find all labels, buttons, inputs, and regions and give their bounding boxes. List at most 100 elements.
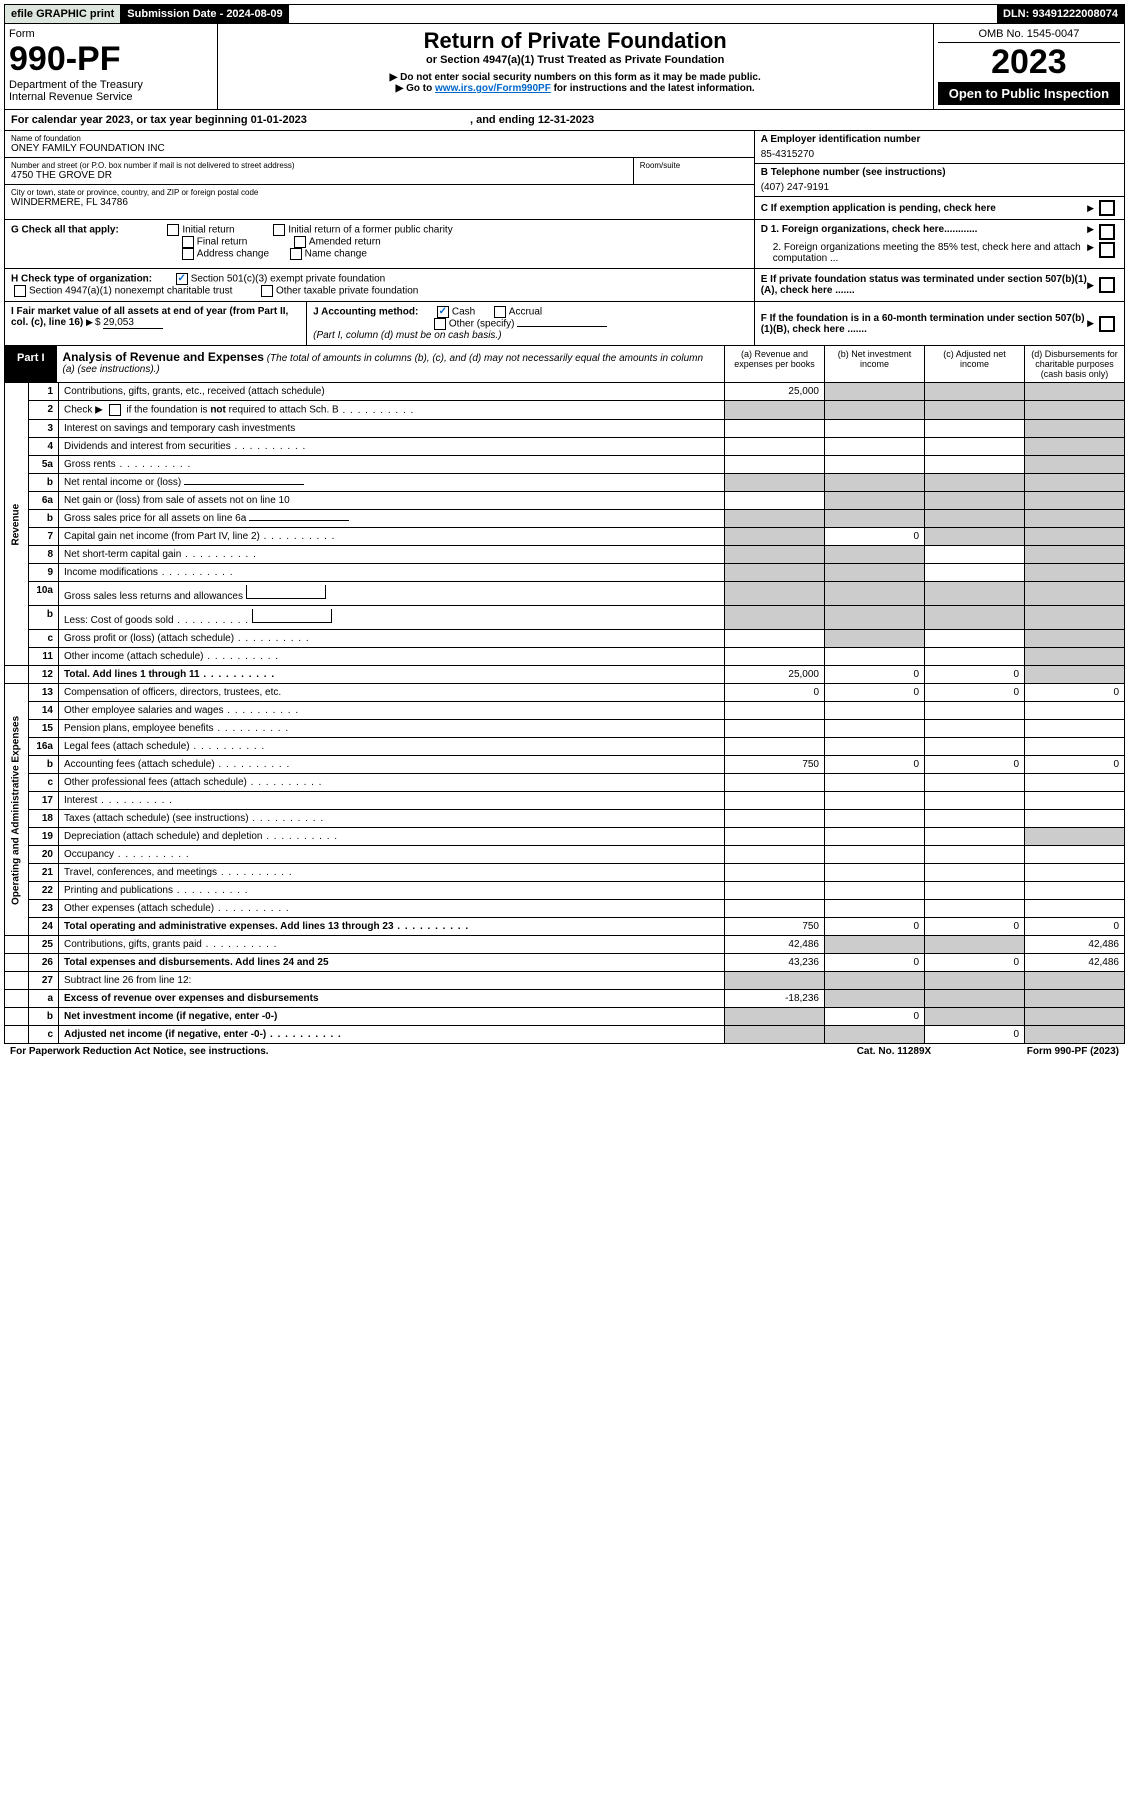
top-bar: efile GRAPHIC print Submission Date - 20… (4, 4, 1125, 24)
table-row: 23Other expenses (attach schedule) (5, 900, 1125, 918)
org-address: 4750 THE GROVE DR (11, 170, 627, 181)
ein-label: A Employer identification number (761, 134, 1118, 145)
form-number: 990-PF (9, 40, 213, 79)
checkbox-initial[interactable] (167, 224, 179, 236)
checkbox-schb[interactable] (109, 404, 121, 416)
col-a: (a) Revenue and expenses per books (724, 346, 824, 382)
table-row: 7Capital gain net income (from Part IV, … (5, 528, 1125, 546)
form-url[interactable]: www.irs.gov/Form990PF (435, 83, 551, 94)
checkbox-other-tax[interactable] (261, 285, 273, 297)
table-row: 21Travel, conferences, and meetings (5, 864, 1125, 882)
dept: Department of the Treasury (9, 79, 213, 91)
name-label: Name of foundation (11, 134, 748, 143)
org-city: WINDERMERE, FL 34786 (11, 197, 748, 208)
org-name: ONEY FAMILY FOUNDATION INC (11, 143, 748, 154)
table-row: cOther professional fees (attach schedul… (5, 774, 1125, 792)
table-row: bNet investment income (if negative, ent… (5, 1008, 1125, 1026)
open-inspection: Open to Public Inspection (938, 82, 1120, 105)
col-c: (c) Adjusted net income (924, 346, 1024, 382)
table-row: 17Interest (5, 792, 1125, 810)
checkbox-amended[interactable] (294, 236, 306, 248)
table-row: 27Subtract line 26 from line 12: (5, 972, 1125, 990)
footer: For Paperwork Reduction Act Notice, see … (4, 1044, 1125, 1059)
g-d-row: G Check all that apply: Initial return I… (4, 220, 1125, 269)
submission-date: Submission Date - 2024-08-09 (121, 5, 288, 23)
part1-title: Analysis of Revenue and Expenses (63, 350, 264, 364)
warn1: ▶ Do not enter social security numbers o… (222, 72, 929, 83)
checkbox-addr[interactable] (182, 248, 194, 260)
table-row: 20Occupancy (5, 846, 1125, 864)
h-label: H Check type of organization: (11, 274, 152, 285)
checkbox-4947[interactable] (14, 285, 26, 297)
checkbox-name[interactable] (290, 248, 302, 260)
dln: DLN: 93491222008074 (997, 5, 1124, 23)
col-d: (d) Disbursements for charitable purpose… (1024, 346, 1124, 382)
part1-label: Part I (5, 346, 57, 382)
table-row: 19Depreciation (attach schedule) and dep… (5, 828, 1125, 846)
warn3: for instructions and the latest informat… (551, 83, 755, 94)
city-label: City or town, state or province, country… (11, 188, 748, 197)
table-row: 11Other income (attach schedule) (5, 648, 1125, 666)
f-label: F If the foundation is in a 60-month ter… (761, 313, 1087, 335)
table-row: aExcess of revenue over expenses and dis… (5, 990, 1125, 1008)
footer-cat: Cat. No. 11289X (857, 1046, 931, 1057)
footer-left: For Paperwork Reduction Act Notice, see … (10, 1046, 269, 1057)
table-row: 3Interest on savings and temporary cash … (5, 420, 1125, 438)
checkbox-c[interactable] (1099, 200, 1115, 216)
table-row: bLess: Cost of goods sold (5, 606, 1125, 630)
table-row: 5aGross rents (5, 456, 1125, 474)
table-row: Revenue 1Contributions, gifts, grants, e… (5, 383, 1125, 401)
j-note: (Part I, column (d) must be on cash basi… (313, 330, 501, 341)
table-row: 22Printing and publications (5, 882, 1125, 900)
table-row: Operating and Administrative Expenses 13… (5, 684, 1125, 702)
table-row: 12Total. Add lines 1 through 1125,00000 (5, 666, 1125, 684)
addr-label: Number and street (or P.O. box number if… (11, 161, 627, 170)
e-label: E If private foundation status was termi… (761, 274, 1087, 296)
expenses-label: Operating and Administrative Expenses (5, 684, 29, 936)
table-row: bGross sales price for all assets on lin… (5, 510, 1125, 528)
h-e-row: H Check type of organization: Section 50… (4, 269, 1125, 302)
org-info: Name of foundation ONEY FAMILY FOUNDATIO… (4, 131, 1125, 220)
table-row: 8Net short-term capital gain (5, 546, 1125, 564)
table-row: 15Pension plans, employee benefits (5, 720, 1125, 738)
checkbox-d2[interactable] (1099, 242, 1115, 258)
irs: Internal Revenue Service (9, 91, 213, 103)
checkbox-f[interactable] (1099, 316, 1115, 332)
table-row: 26Total expenses and disbursements. Add … (5, 954, 1125, 972)
table-row: cGross profit or (loss) (attach schedule… (5, 630, 1125, 648)
org-ein: 85-4315270 (761, 149, 1118, 160)
checkbox-501c3[interactable] (176, 273, 188, 285)
form-title: Return of Private Foundation (222, 28, 929, 54)
checkbox-accrual[interactable] (494, 306, 506, 318)
ijf-row: I Fair market value of all assets at end… (4, 302, 1125, 346)
warn2: ▶ Go to (396, 83, 435, 94)
d1-label: D 1. Foreign organizations, check here..… (761, 224, 1087, 240)
checkbox-d1[interactable] (1099, 224, 1115, 240)
fmv-value: 29,053 (103, 317, 163, 329)
c-label: C If exemption application is pending, c… (761, 203, 1087, 214)
form-subtitle: or Section 4947(a)(1) Trust Treated as P… (222, 54, 929, 66)
table-row: 10aGross sales less returns and allowanc… (5, 582, 1125, 606)
checkbox-final[interactable] (182, 236, 194, 248)
part1-table: Revenue 1Contributions, gifts, grants, e… (4, 383, 1125, 1044)
org-phone: (407) 247-9191 (761, 182, 1118, 193)
omb: OMB No. 1545-0047 (938, 28, 1120, 43)
checkbox-cash[interactable] (437, 306, 449, 318)
checkbox-former[interactable] (273, 224, 285, 236)
checkbox-other-acct[interactable] (434, 318, 446, 330)
d2-label: 2. Foreign organizations meeting the 85%… (761, 242, 1087, 264)
footer-form: Form 990-PF (2023) (1027, 1046, 1119, 1057)
table-row: 2Check ▶ if the foundation is not requir… (5, 401, 1125, 420)
col-b: (b) Net investment income (824, 346, 924, 382)
table-row: 14Other employee salaries and wages (5, 702, 1125, 720)
table-row: bNet rental income or (loss) (5, 474, 1125, 492)
g-label: G Check all that apply: (11, 225, 119, 236)
table-row: 16aLegal fees (attach schedule) (5, 738, 1125, 756)
revenue-label: Revenue (5, 383, 29, 666)
checkbox-e[interactable] (1099, 277, 1115, 293)
table-row: 4Dividends and interest from securities (5, 438, 1125, 456)
table-row: 25Contributions, gifts, grants paid42,48… (5, 936, 1125, 954)
table-row: 18Taxes (attach schedule) (see instructi… (5, 810, 1125, 828)
table-row: 24Total operating and administrative exp… (5, 918, 1125, 936)
part1-header: Part I Analysis of Revenue and Expenses … (4, 346, 1125, 383)
